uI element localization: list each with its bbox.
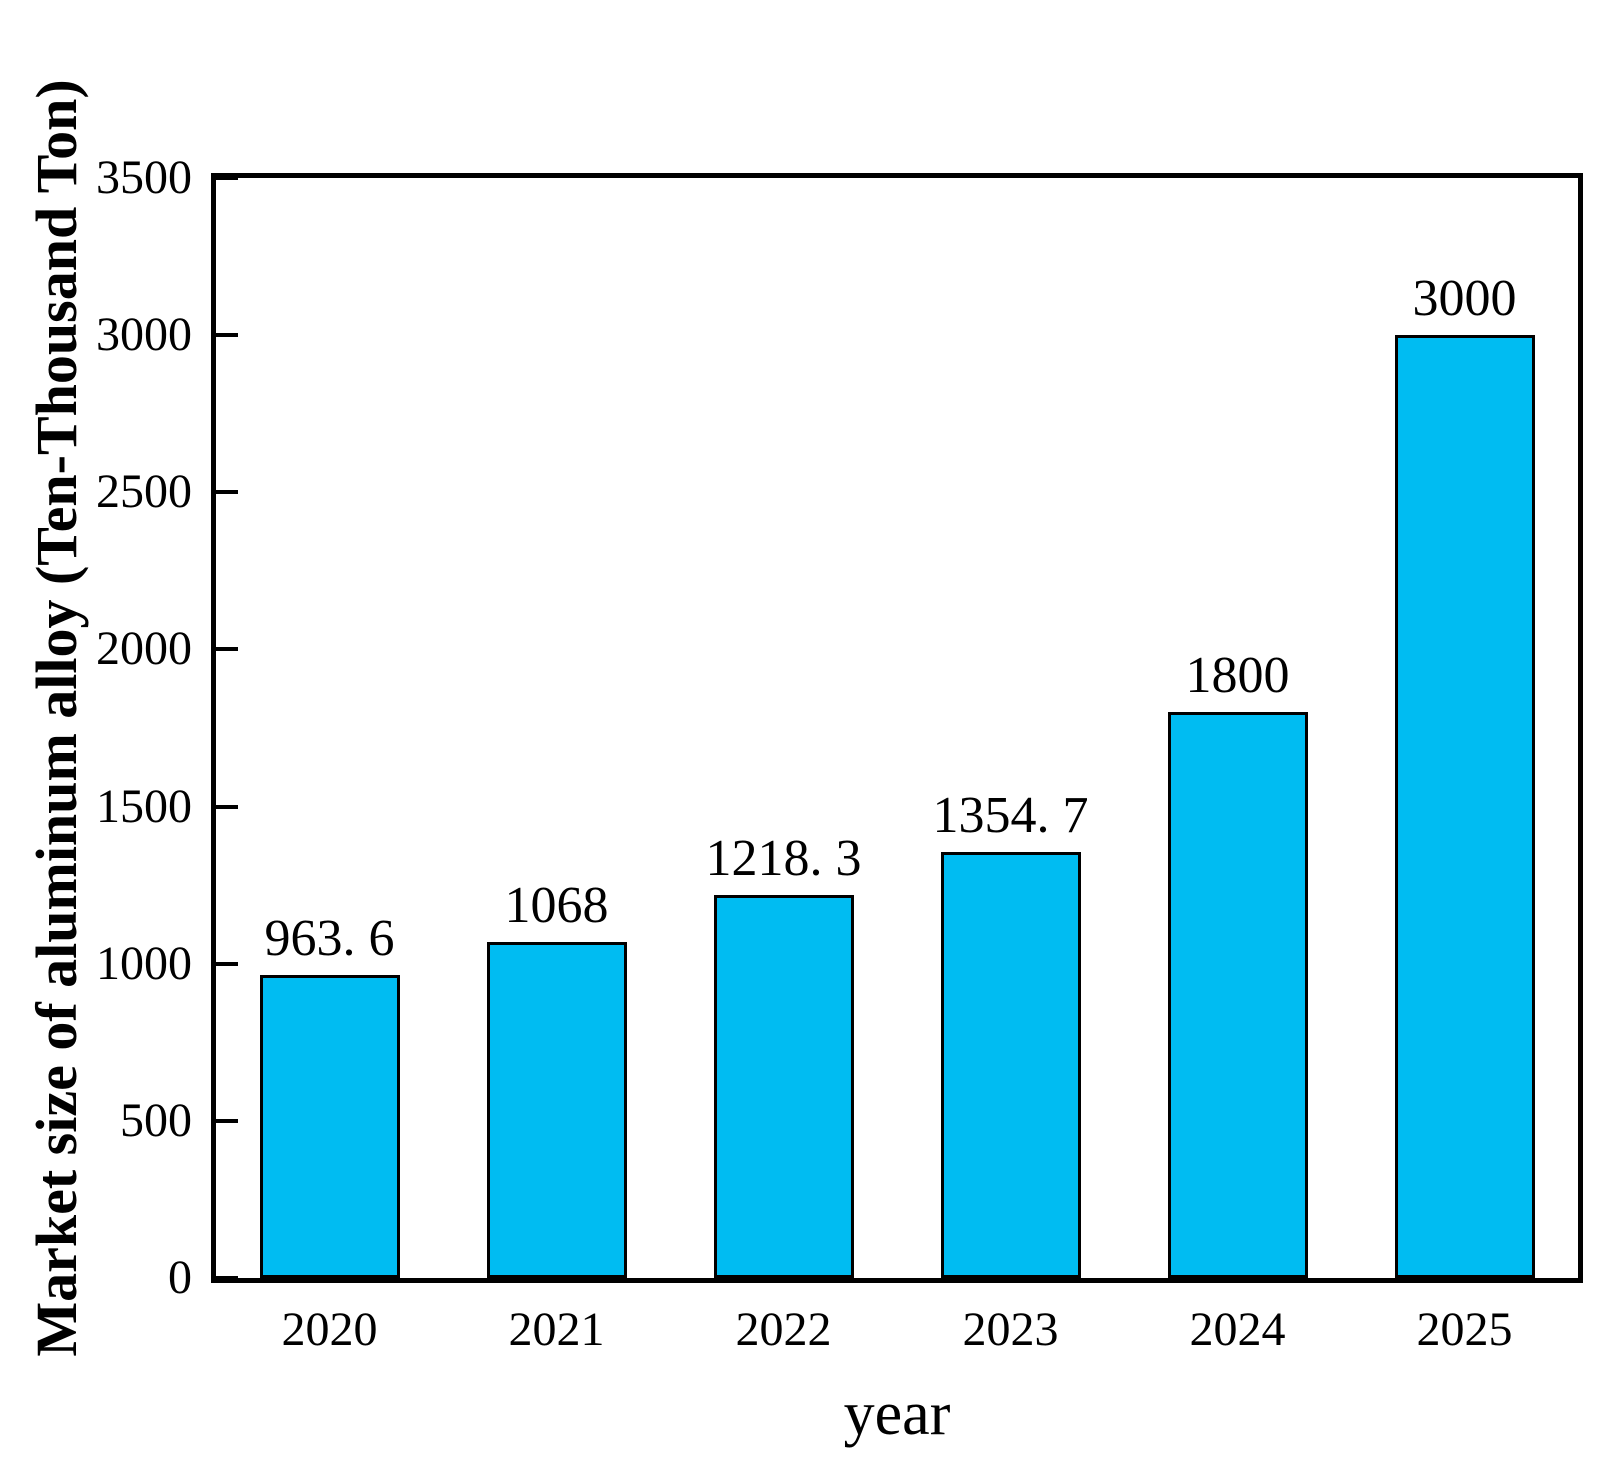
bar-2022: [713, 895, 854, 1278]
y-tick-label-1500: 1500: [96, 779, 192, 833]
bar-2024: [1167, 712, 1308, 1278]
y-tick-3500: [216, 176, 238, 180]
bar-value-label-2022: 1218. 3: [705, 830, 862, 888]
x-tick-label-2024: 2024: [1189, 1303, 1286, 1356]
y-tick-label-3500: 3500: [96, 151, 192, 204]
x-axis-title: year: [843, 1380, 951, 1448]
bar-value-label-2025: 3000: [1412, 270, 1517, 328]
plot-area: 963. 6 1068 1218. 3 1354. 7 1800 3000: [211, 173, 1583, 1283]
y-tick-label-3000: 3000: [96, 308, 192, 362]
x-tick-label-2021: 2021: [508, 1303, 605, 1356]
y-tick-1000: [216, 961, 238, 966]
y-tick-label-2000: 2000: [96, 622, 192, 676]
y-tick-0: [216, 1276, 238, 1280]
y-tick-label-500: 500: [120, 1093, 192, 1147]
bar-2020: [259, 975, 400, 1278]
y-tick-1500: [216, 804, 238, 809]
x-tick-label-2022: 2022: [735, 1303, 832, 1356]
y-tick-3000: [216, 333, 238, 338]
y-tick-label-2500: 2500: [96, 465, 192, 519]
bar-2021: [486, 942, 627, 1278]
y-tick-2000: [216, 647, 238, 652]
bar-value-label-2020: 963. 6: [264, 910, 395, 968]
x-tick-label-2020: 2020: [281, 1303, 378, 1356]
bar-value-label-2023: 1354. 7: [932, 787, 1089, 845]
bar-2023: [940, 852, 1081, 1278]
y-tick-500: [216, 1118, 238, 1123]
y-tick-label-1000: 1000: [96, 936, 192, 990]
x-tick-label-2025: 2025: [1416, 1303, 1513, 1356]
bar-value-label-2021: 1068: [504, 877, 609, 935]
x-tick-label-2023: 2023: [962, 1303, 1059, 1356]
y-tick-label-0: 0: [168, 1251, 192, 1304]
bar-2025: [1394, 335, 1535, 1278]
bar-value-label-2024: 1800: [1185, 647, 1290, 705]
y-axis-title: Market size of aluminum alloy (Ten-Thous…: [24, 79, 89, 1357]
y-tick-2500: [216, 490, 238, 495]
